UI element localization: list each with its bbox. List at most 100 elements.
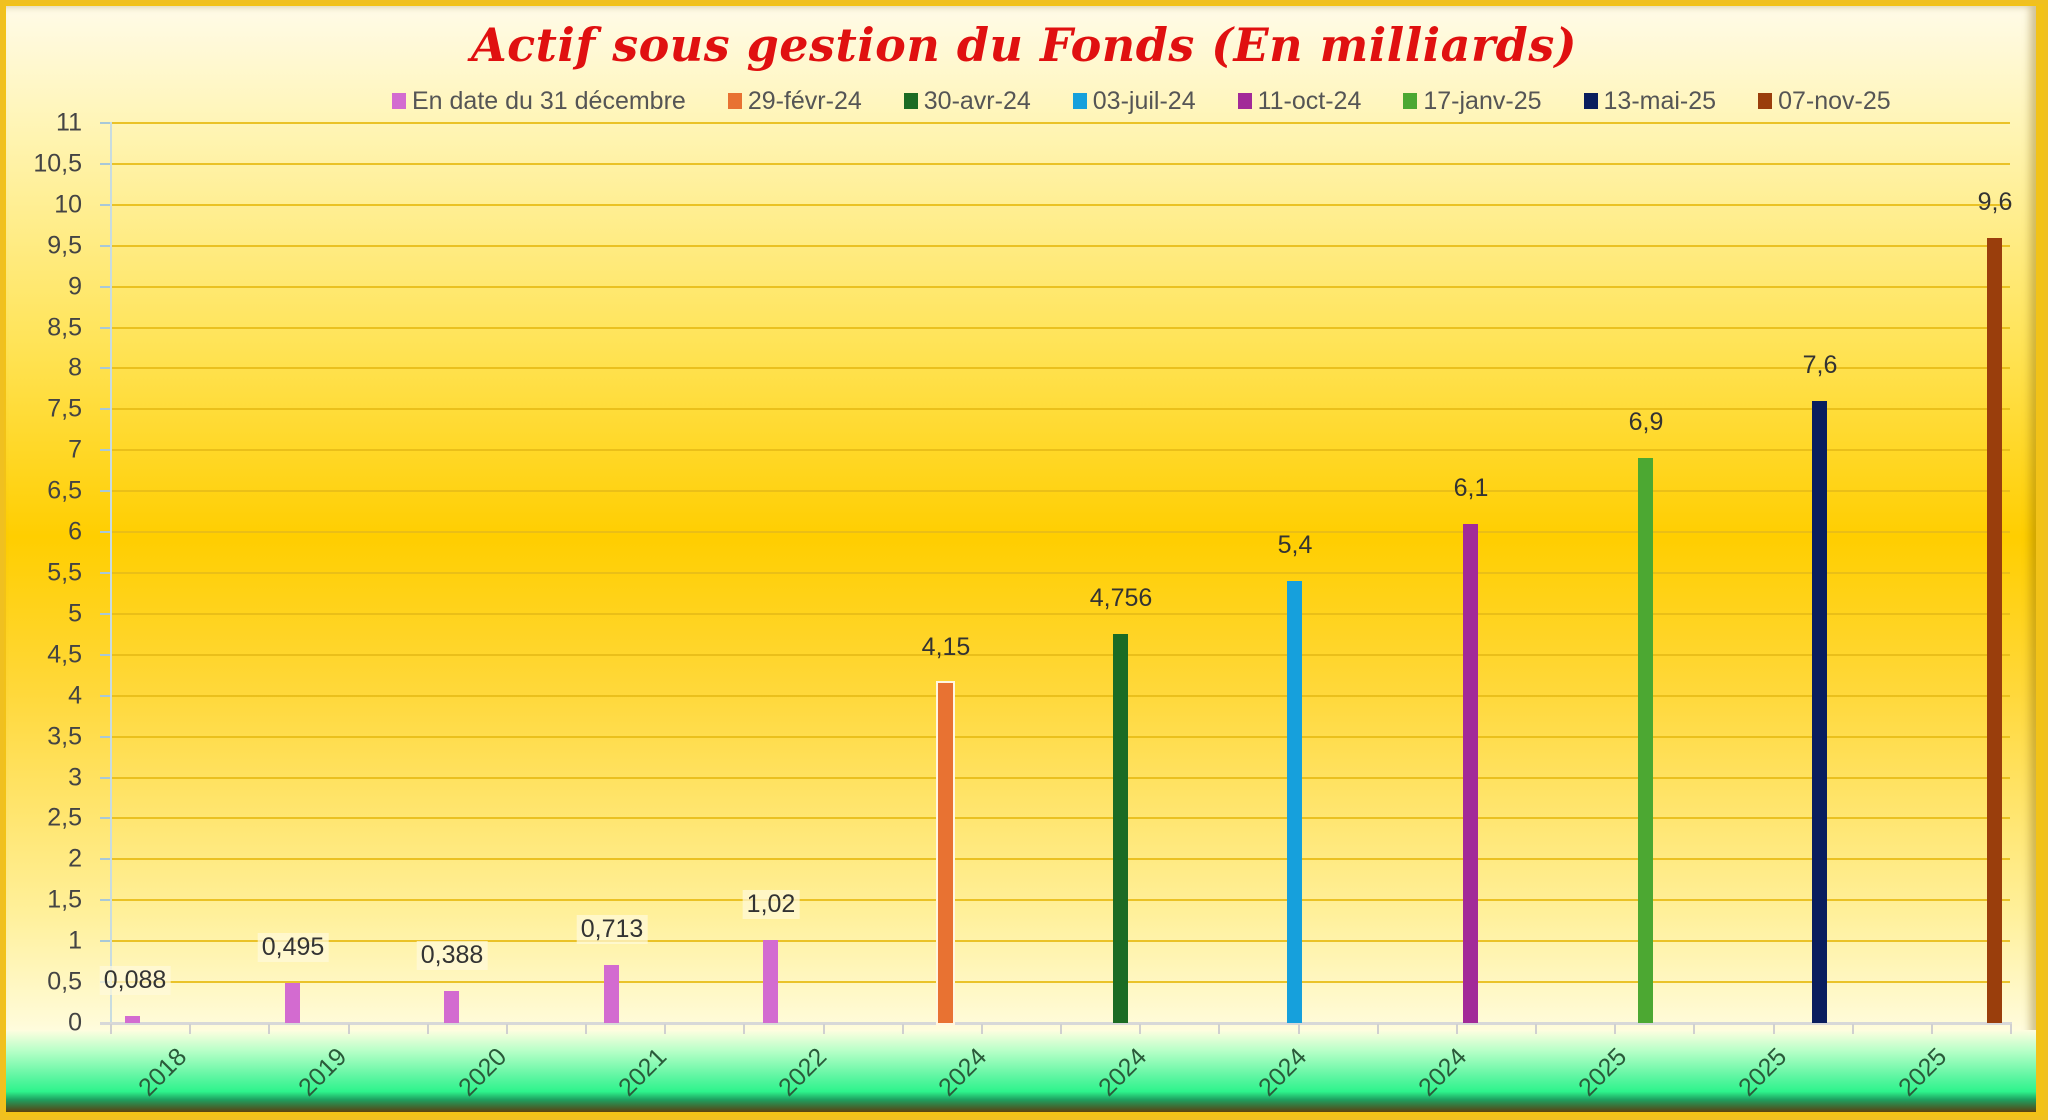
y-tick-mark <box>100 899 110 902</box>
x-tick-mark <box>1535 1024 1537 1034</box>
y-tick-mark <box>100 694 110 697</box>
x-tick-mark <box>1139 1024 1142 1034</box>
x-tick-mark <box>1060 1024 1062 1034</box>
legend-item: 29-févr-24 <box>727 87 862 116</box>
legend-swatch <box>903 93 918 109</box>
gridline <box>110 940 2010 943</box>
x-axis <box>100 1022 2012 1025</box>
bar <box>1287 581 1302 1023</box>
x-tick-mark <box>1772 1024 1775 1034</box>
legend-label: 13-mai-25 <box>1603 86 1717 115</box>
chart-title: Actif sous gestion du Fonds (En milliard… <box>470 18 1578 72</box>
x-tick-mark <box>1851 1024 1854 1034</box>
x-tick-mark <box>1455 1024 1458 1034</box>
y-tick-mark <box>100 449 110 452</box>
y-tick-mark <box>100 203 110 206</box>
data-label: 5,4 <box>1277 531 1313 560</box>
legend-label: 07-nov-25 <box>1778 86 1891 115</box>
gridline <box>110 653 2010 656</box>
gridline <box>110 817 2010 820</box>
y-tick-label: 7 <box>68 435 82 464</box>
y-tick-mark <box>100 612 110 615</box>
gridline <box>110 367 2010 370</box>
x-tick-mark <box>505 1024 508 1034</box>
y-tick-label: 5,5 <box>47 558 82 587</box>
legend-item: 17-janv-25 <box>1403 86 1542 116</box>
data-label: 0,713 <box>576 914 648 944</box>
gridline <box>110 694 2010 697</box>
data-label: 6,9 <box>1628 408 1664 437</box>
legend-swatch <box>392 93 406 109</box>
gridline <box>110 531 2010 534</box>
gridline <box>110 162 2010 165</box>
y-tick-label: 10,5 <box>33 149 82 178</box>
bar <box>604 964 619 1023</box>
y-tick-label: 9 <box>68 272 82 301</box>
y-tick-mark <box>100 122 110 124</box>
data-label: 7,6 <box>1802 351 1838 380</box>
bar <box>1463 523 1478 1023</box>
legend-item: 07-nov-25 <box>1758 87 1891 116</box>
legend-item: 13-mai-25 <box>1583 86 1717 116</box>
x-tick-mark <box>268 1024 271 1034</box>
y-tick-label: 1,5 <box>47 885 82 914</box>
y-tick-label: 0,5 <box>47 967 82 996</box>
gridline <box>110 981 2010 984</box>
y-tick-mark <box>100 244 110 247</box>
bar <box>1113 633 1128 1023</box>
y-tick-mark <box>100 776 110 779</box>
gridline <box>110 612 2010 615</box>
bar <box>1638 458 1653 1023</box>
y-tick-label: 1 <box>68 926 82 955</box>
y-tick-label: 4 <box>68 681 82 710</box>
x-tick-mark <box>1297 1024 1300 1034</box>
y-tick-mark <box>100 858 110 861</box>
x-tick-mark <box>585 1024 587 1034</box>
data-label: 0,388 <box>416 941 488 971</box>
gridline <box>110 408 2010 411</box>
y-tick-mark <box>100 735 110 738</box>
gridline <box>110 776 2010 779</box>
legend-swatch <box>1758 93 1773 109</box>
x-tick-mark <box>1218 1024 1221 1034</box>
y-tick-mark <box>100 940 110 943</box>
y-tick-label: 6 <box>68 517 82 546</box>
bar <box>444 991 459 1023</box>
legend-label: 17-janv-25 <box>1423 86 1542 115</box>
x-axis-band <box>6 1030 2036 1112</box>
y-axis <box>110 122 112 1024</box>
data-label: 1,02 <box>742 889 800 919</box>
y-tick-label: 9,5 <box>47 231 82 260</box>
gridline <box>110 572 2010 574</box>
bar <box>1987 237 2002 1023</box>
legend-swatch <box>727 93 742 109</box>
bar <box>285 982 300 1023</box>
y-tick-mark <box>100 653 110 656</box>
legend-item: 03-juil-24 <box>1072 86 1196 116</box>
y-tick-mark <box>100 326 110 329</box>
bar <box>938 683 953 1023</box>
y-tick-label: 10 <box>54 190 82 219</box>
x-tick-mark <box>1614 1024 1617 1034</box>
data-label: 4,15 <box>921 633 971 662</box>
y-tick-label: 3 <box>68 763 82 792</box>
data-label: 0,088 <box>99 965 171 995</box>
legend-label: 03-juil-24 <box>1092 86 1196 115</box>
legend-swatch <box>1237 93 1252 109</box>
gridline <box>110 203 2010 206</box>
gridline <box>110 899 2010 902</box>
y-tick-label: 6,5 <box>47 476 82 505</box>
gridline <box>110 285 2010 288</box>
x-tick-mark <box>426 1024 429 1034</box>
gridline <box>110 490 2010 493</box>
data-label: 0,495 <box>257 932 329 962</box>
y-tick-label: 2,5 <box>47 803 82 832</box>
x-tick-mark <box>110 1024 112 1034</box>
chart-legend: En date du 31 décembre 29-févr-24 30-avr-2… <box>392 84 1933 118</box>
x-tick-mark <box>189 1024 192 1034</box>
y-tick-label: 0 <box>68 1008 82 1037</box>
y-tick-label: 8 <box>68 353 82 382</box>
y-tick-label: 5 <box>68 599 82 628</box>
chart-background <box>6 6 2036 1112</box>
